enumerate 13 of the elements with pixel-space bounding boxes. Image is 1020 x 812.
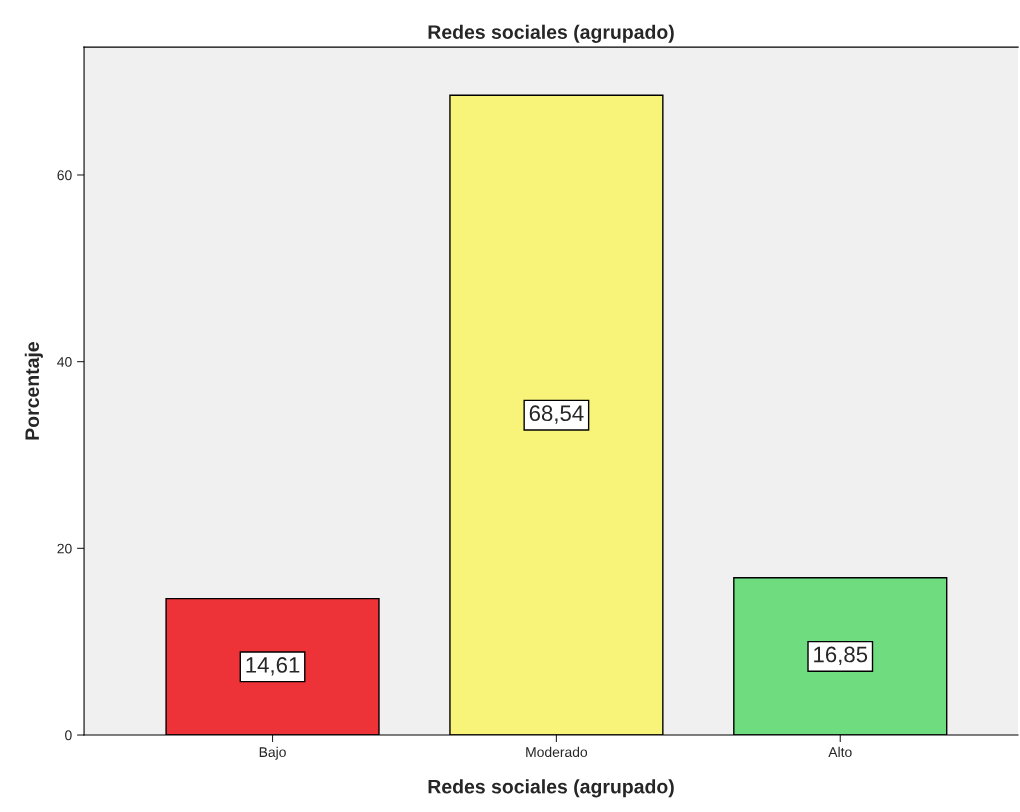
x-tick-label: Alto (828, 746, 852, 758)
y-tick-label: 0 (65, 730, 72, 741)
y-axis-title: Porcentaje (24, 342, 43, 440)
data-label: 14,61 (246, 657, 300, 676)
x-tick-label: Moderado (526, 746, 588, 758)
y-tick-label: 20 (57, 543, 72, 554)
data-label: 68,54 (529, 405, 584, 424)
chart-title: Redes sociales (agrupado) (428, 24, 674, 43)
y-tick-label: 60 (57, 170, 72, 181)
y-tick-label: 40 (57, 356, 72, 367)
x-tick-label: Bajo (259, 746, 286, 760)
x-axis-title: Redes sociales (agrupado) (428, 779, 674, 798)
data-label: 16,85 (814, 646, 868, 665)
